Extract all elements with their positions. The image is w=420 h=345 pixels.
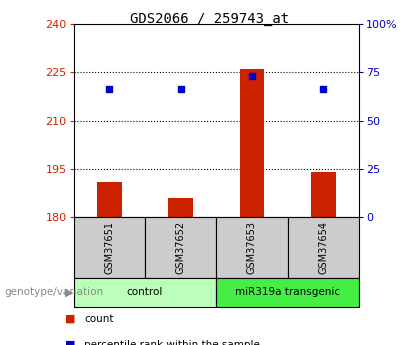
Text: control: control: [127, 287, 163, 297]
Text: GSM37651: GSM37651: [104, 221, 114, 274]
Text: GSM37653: GSM37653: [247, 221, 257, 274]
Text: ■: ■: [65, 314, 76, 324]
Point: [177, 86, 184, 91]
Text: GSM37654: GSM37654: [318, 221, 328, 274]
Text: ■: ■: [65, 340, 76, 345]
Text: percentile rank within the sample: percentile rank within the sample: [84, 340, 260, 345]
Bar: [311, 172, 336, 217]
Text: miR319a transgenic: miR319a transgenic: [235, 287, 340, 297]
Bar: [239, 69, 265, 217]
Point: [320, 86, 327, 91]
Point: [249, 73, 255, 78]
Point: [106, 86, 113, 91]
Bar: [97, 182, 122, 217]
Text: count: count: [84, 314, 113, 324]
Text: genotype/variation: genotype/variation: [4, 287, 103, 297]
Text: GDS2066 / 259743_at: GDS2066 / 259743_at: [131, 12, 289, 26]
Text: ▶: ▶: [65, 287, 73, 297]
Text: GSM37652: GSM37652: [176, 221, 186, 274]
Bar: [168, 198, 193, 217]
